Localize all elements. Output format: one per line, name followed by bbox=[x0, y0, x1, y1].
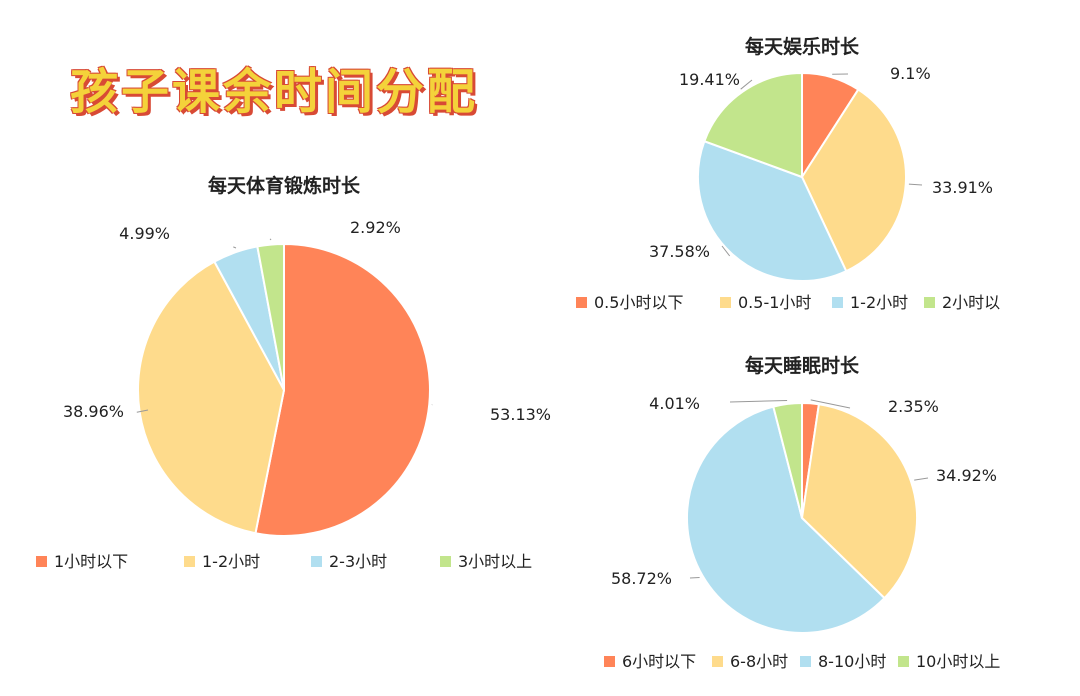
leader-line bbox=[269, 238, 272, 241]
legend-label: 2小时以 bbox=[942, 293, 1000, 312]
legend-swatch bbox=[184, 556, 195, 567]
data-label: 4.99% bbox=[119, 224, 170, 243]
chart-title: 每天娱乐时长 bbox=[745, 35, 860, 58]
legend-swatch bbox=[440, 556, 451, 567]
data-label: 37.58% bbox=[649, 242, 710, 261]
data-label: 2.92% bbox=[350, 218, 401, 237]
legend-swatch bbox=[898, 656, 909, 667]
legend-label: 8-10小时 bbox=[818, 652, 886, 671]
legend-swatch bbox=[311, 556, 322, 567]
data-label: 33.91% bbox=[932, 178, 993, 197]
legend-swatch bbox=[800, 656, 811, 667]
legend-label: 6-8小时 bbox=[730, 652, 788, 671]
legend-label: 6小时以下 bbox=[622, 652, 696, 671]
legend-label: 2-3小时 bbox=[329, 552, 387, 571]
legend-label: 3小时以上 bbox=[458, 552, 532, 571]
leader-line bbox=[233, 246, 237, 249]
legend-label: 1-2小时 bbox=[850, 293, 908, 312]
legend-swatch bbox=[832, 297, 843, 308]
chart-title: 每天睡眠时长 bbox=[745, 354, 860, 377]
pie-slice bbox=[772, 401, 803, 519]
pie-slice bbox=[254, 242, 431, 537]
legend-label: 1小时以下 bbox=[54, 552, 128, 571]
pie-slice bbox=[703, 71, 803, 179]
data-label: 19.41% bbox=[679, 70, 740, 89]
data-label: 9.1% bbox=[890, 64, 931, 83]
legend-swatch bbox=[604, 656, 615, 667]
data-label: 53.13% bbox=[490, 405, 551, 424]
data-label: 34.92% bbox=[936, 466, 997, 485]
data-label: 2.35% bbox=[888, 397, 939, 416]
legend-swatch bbox=[36, 556, 47, 567]
pie-slice bbox=[697, 139, 848, 282]
pie-slice bbox=[686, 405, 886, 634]
leader-line bbox=[740, 79, 753, 90]
legend-swatch bbox=[924, 297, 935, 308]
legend-label: 0.5小时以下 bbox=[594, 293, 683, 312]
pie-slice bbox=[800, 88, 907, 273]
legend-swatch bbox=[576, 297, 587, 308]
legend-label: 0.5-1小时 bbox=[738, 293, 811, 312]
data-label: 38.96% bbox=[63, 402, 124, 421]
legend-swatch bbox=[720, 297, 731, 308]
pie-slice bbox=[256, 242, 285, 391]
leader-line bbox=[689, 577, 700, 579]
pie-slice bbox=[800, 403, 918, 600]
legend-label: 1-2小时 bbox=[202, 552, 260, 571]
leader-line bbox=[914, 477, 929, 481]
data-label: 58.72% bbox=[611, 569, 672, 588]
leader-line bbox=[729, 400, 788, 403]
leader-line bbox=[908, 183, 923, 186]
page-title: 孩子课余时间分配 bbox=[70, 64, 479, 120]
legend-label: 10小时以上 bbox=[916, 652, 1000, 671]
chart-title: 每天体育锻炼时长 bbox=[208, 174, 361, 197]
leader-line bbox=[136, 409, 149, 413]
leader-line bbox=[721, 245, 731, 257]
data-label: 4.01% bbox=[649, 394, 700, 413]
legend-swatch bbox=[712, 656, 723, 667]
leader-line bbox=[810, 399, 851, 409]
